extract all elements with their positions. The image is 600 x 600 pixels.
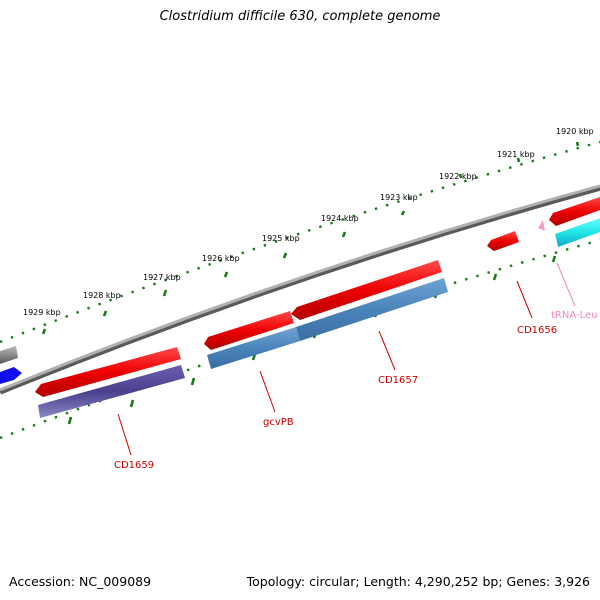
major-ticks-outer [41, 141, 580, 335]
tick-label: 1929 kbp [23, 308, 61, 317]
blue-feature [0, 367, 22, 384]
trna-leu-cyan[interactable] [555, 218, 600, 247]
cds-cd1657-red[interactable] [291, 260, 442, 320]
trna-leu-marker [538, 220, 545, 231]
tick-label: 1925 kbp [262, 234, 300, 243]
accession-text: Accession: NC_009089 [9, 574, 152, 589]
cds-cd1657-blue[interactable] [296, 278, 448, 341]
cds-cd1659[interactable] [35, 347, 181, 397]
gene-label: tRNA-Leu [551, 310, 597, 321]
tick-label: 1922 kbp [439, 172, 477, 181]
scale-tick-labels: 1920 kbp 1921 kbp 1922 kbp 1923 kbp 1924 kbp… [23, 127, 594, 317]
gene-label: CD1656 [517, 325, 557, 336]
tick-label: 1921 kbp [497, 150, 535, 159]
cds-gcvpb-red[interactable] [204, 311, 294, 350]
genome-title: Clostridium difficile 630, complete geno… [159, 9, 441, 24]
cds-right-red[interactable] [549, 197, 600, 226]
tick-label: 1928 kbp [83, 291, 121, 300]
tick-label: 1924 kbp [321, 214, 359, 223]
genome-summary-text: Topology: circular; Length: 4,290,252 bp… [246, 574, 590, 589]
cds-cd1659-purple[interactable] [38, 365, 185, 418]
gene-labels: CD1659 gcvPB CD1657 CD1656 tRNA-Leu [114, 310, 597, 471]
gene-label: CD1659 [114, 460, 154, 471]
gene-label: gcvPB [263, 417, 294, 428]
tick-label: 1926 kbp [202, 254, 240, 263]
genome-backbone [0, 184, 600, 392]
tick-label: 1920 kbp [556, 127, 594, 136]
gene-callout-lines [117, 262, 576, 456]
grey-feature [0, 346, 18, 364]
major-ticks-inner [67, 255, 557, 425]
genome-backbone-shadow [0, 185, 600, 395]
tick-label: 1927 kbp [143, 273, 181, 282]
tick-label: 1923 kbp [380, 193, 418, 202]
gene-label: CD1657 [378, 375, 418, 386]
cds-cd1656[interactable] [487, 231, 519, 251]
cds-gcvpb-blue[interactable] [207, 327, 300, 369]
